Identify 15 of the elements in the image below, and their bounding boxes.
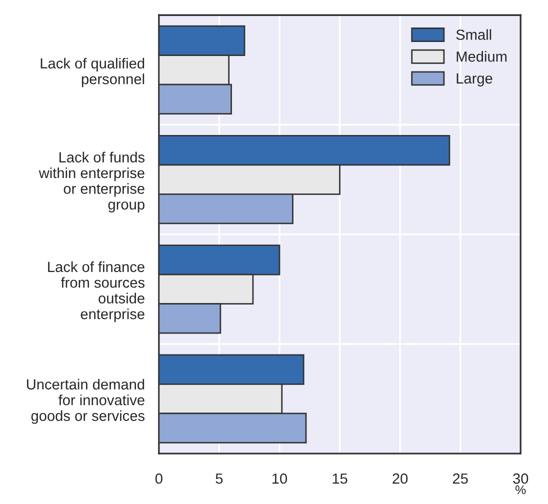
y-tick-label: Lack of funds within enterprise or enterprise group	[38, 152, 145, 212]
legend-label: Medium	[456, 51, 507, 62]
x-axis-title: %	[515, 485, 526, 494]
legend-label: Small	[456, 29, 492, 40]
y-tick-label: Lack of qualified personnel	[40, 58, 144, 88]
x-tick-label: 5	[216, 474, 223, 484]
x-tick-label: 25	[452, 473, 468, 484]
x-tick-label: 30	[513, 473, 528, 484]
y-tick-label: Lack of finance from sources outside enterprise	[48, 261, 145, 322]
x-tick-label: 15	[332, 474, 348, 484]
legend-label: Large	[456, 73, 492, 86]
x-tick-label: 0	[155, 473, 162, 484]
x-tick-label: 20	[392, 473, 408, 484]
x-tick-label: 10	[272, 473, 288, 484]
y-tick-label: Uncertain demand for innovative goods or services	[27, 378, 145, 424]
